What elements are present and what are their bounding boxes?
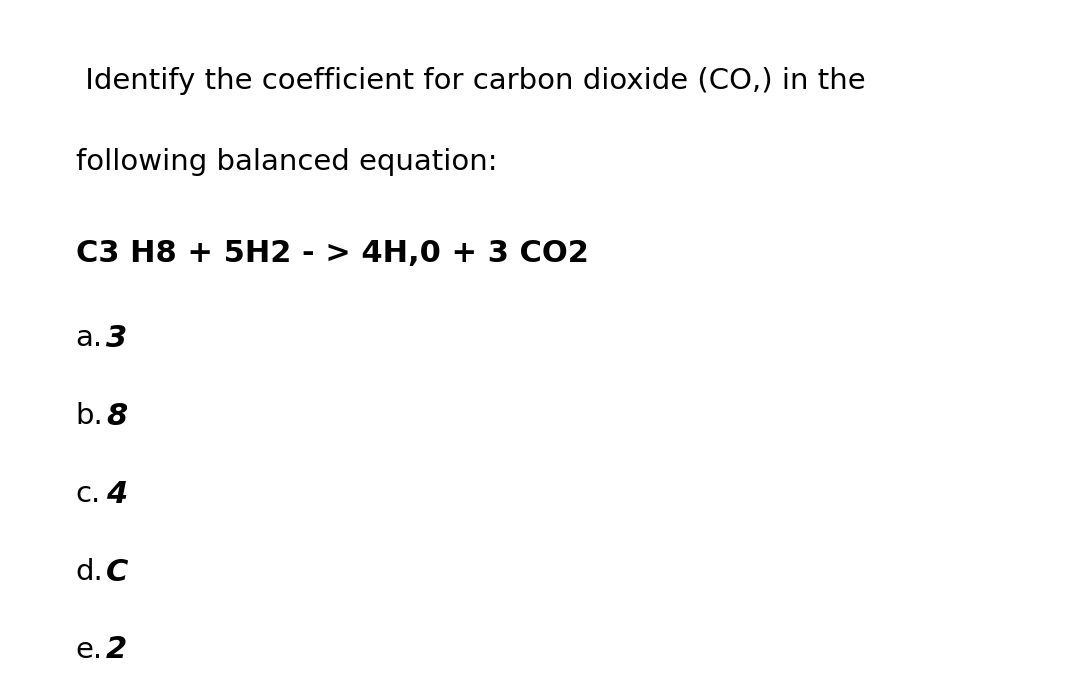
Text: d.: d.: [76, 558, 104, 586]
Text: b.: b.: [76, 402, 104, 431]
Text: C: C: [106, 558, 129, 586]
Text: 2: 2: [106, 636, 127, 664]
Text: e.: e.: [76, 636, 103, 664]
Text: following balanced equation:: following balanced equation:: [76, 148, 497, 177]
Text: 3: 3: [106, 324, 127, 353]
Text: C3 H8 + 5H2 - > 4H,0 + 3 CO2: C3 H8 + 5H2 - > 4H,0 + 3 CO2: [76, 240, 589, 268]
Text: a.: a.: [76, 324, 103, 353]
Text: 4: 4: [106, 480, 127, 508]
Text: Identify the coefficient for carbon dioxide (CO,) in the: Identify the coefficient for carbon diox…: [76, 67, 865, 95]
Text: 8: 8: [106, 402, 127, 431]
Text: c.: c.: [76, 480, 100, 508]
